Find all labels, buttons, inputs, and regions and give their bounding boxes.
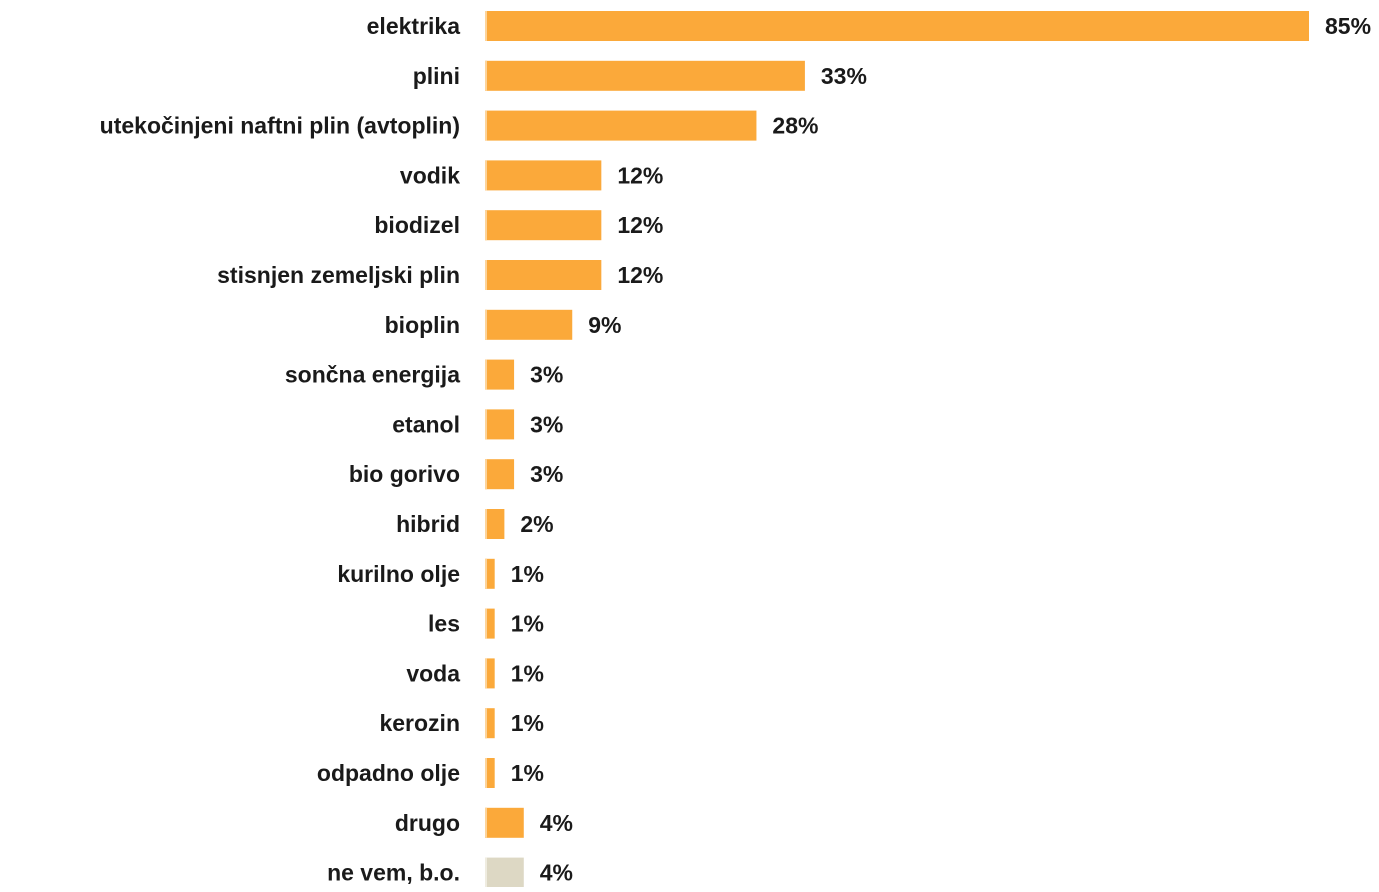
bar-edge-bio-gorivo [485,459,487,490]
value-label-bio-gorivo: 3% [530,461,563,487]
bar-etanol [485,409,515,440]
bar-edge-drugo [485,807,487,838]
bar-bio-gorivo [485,459,515,490]
bar-voda [485,658,495,689]
category-label-bioplin: bioplin [385,312,460,338]
value-label-utekocinjeni-naftni-plin-avtoplin: 28% [772,113,818,139]
bar-edge-kerozin [485,708,487,739]
category-label-utekocinjeni-naftni-plin-avtoplin: utekočinjeni naftni plin (avtoplin) [100,113,460,139]
bar-les [485,608,495,639]
bar-hibrid [485,509,505,539]
category-label-kerozin: kerozin [379,710,460,736]
bar-odpadno-olje [485,758,495,788]
bar-biodizel [485,210,602,241]
bar-edge-ne-vem-b-o [485,857,487,888]
bar-bioplin [485,309,573,340]
bar-soncna-energija [485,359,515,390]
bar-edge-odpadno-olje [485,758,487,788]
bar-drugo [485,807,524,838]
value-label-ne-vem-b-o: 4% [540,860,573,886]
category-label-bio-gorivo: bio gorivo [349,461,460,487]
category-label-biodizel: biodizel [374,212,460,238]
bar-edge-soncna-energija [485,359,487,390]
category-label-ne-vem-b-o: ne vem, b.o. [327,860,460,886]
value-label-drugo: 4% [540,810,573,836]
category-label-voda: voda [406,660,460,686]
category-label-elektrika: elektrika [367,13,461,39]
value-labels: 85% 33%28% 12% 12% 12% 9% 3% 3% 3% 2% 1% 1% 1% 1% 1% 4%… [511,13,1371,886]
bar-plini [485,60,805,91]
value-label-bioplin: 9% [588,312,621,338]
value-label-soncna-energija: 3% [530,362,563,388]
bar-edge-voda [485,658,487,689]
bars-layer [485,11,1309,888]
bar-kerozin [485,708,495,739]
bar-edge-vodik [485,160,487,191]
value-label-kurilno-olje: 1% [511,561,544,587]
value-label-vodik: 12% [617,162,663,188]
bar-utekocinjeni-naftni-plin-avtoplin [485,110,757,141]
category-label-drugo: drugo [395,810,460,836]
bar-edge-les [485,608,487,639]
category-labels: elektrika plini utekočinjeni naftni plin (… [100,13,461,886]
bar-edge-plini [485,60,487,91]
value-label-voda: 1% [511,660,544,686]
bar-edge-etanol [485,409,487,440]
bar-vodik [485,160,602,191]
value-label-kerozin: 1% [511,710,544,736]
category-label-hibrid: hibrid [396,511,460,537]
bar-edge-hibrid [485,509,487,539]
value-label-stisnjen-zemeljski-plin: 12% [617,262,663,288]
value-label-etanol: 3% [530,411,563,437]
bar-ne-vem-b-o [485,857,524,888]
value-label-hibrid: 2% [520,511,553,537]
bar-edge-bioplin [485,309,487,340]
bar-edge-biodizel [485,210,487,241]
category-label-stisnjen-zemeljski-plin: stisnjen zemeljski plin [217,262,460,288]
category-label-vodik: vodik [400,162,460,188]
value-label-biodizel: 12% [617,212,663,238]
category-label-etanol: etanol [392,411,460,437]
bar-elektrika [485,11,1309,41]
category-label-odpadno-olje: odpadno olje [317,760,460,786]
bar-edge-utekocinjeni-naftni-plin-avtoplin [485,110,487,141]
category-label-plini: plini [413,63,460,89]
category-label-les: les [428,611,460,637]
category-label-soncna-energija: sončna energija [285,362,460,388]
bar-stisnjen-zemeljski-plin [485,260,602,290]
bar-kurilno-olje [485,558,495,589]
bar-edge-kurilno-olje [485,558,487,589]
value-label-les: 1% [511,611,544,637]
category-label-kurilno-olje: kurilno olje [337,561,460,587]
value-label-plini: 33% [821,63,867,89]
bar-edge-stisnjen-zemeljski-plin [485,260,487,290]
value-label-odpadno-olje: 1% [511,760,544,786]
value-label-elektrika: 85% [1325,13,1371,39]
bar-edge-elektrika [485,11,487,41]
